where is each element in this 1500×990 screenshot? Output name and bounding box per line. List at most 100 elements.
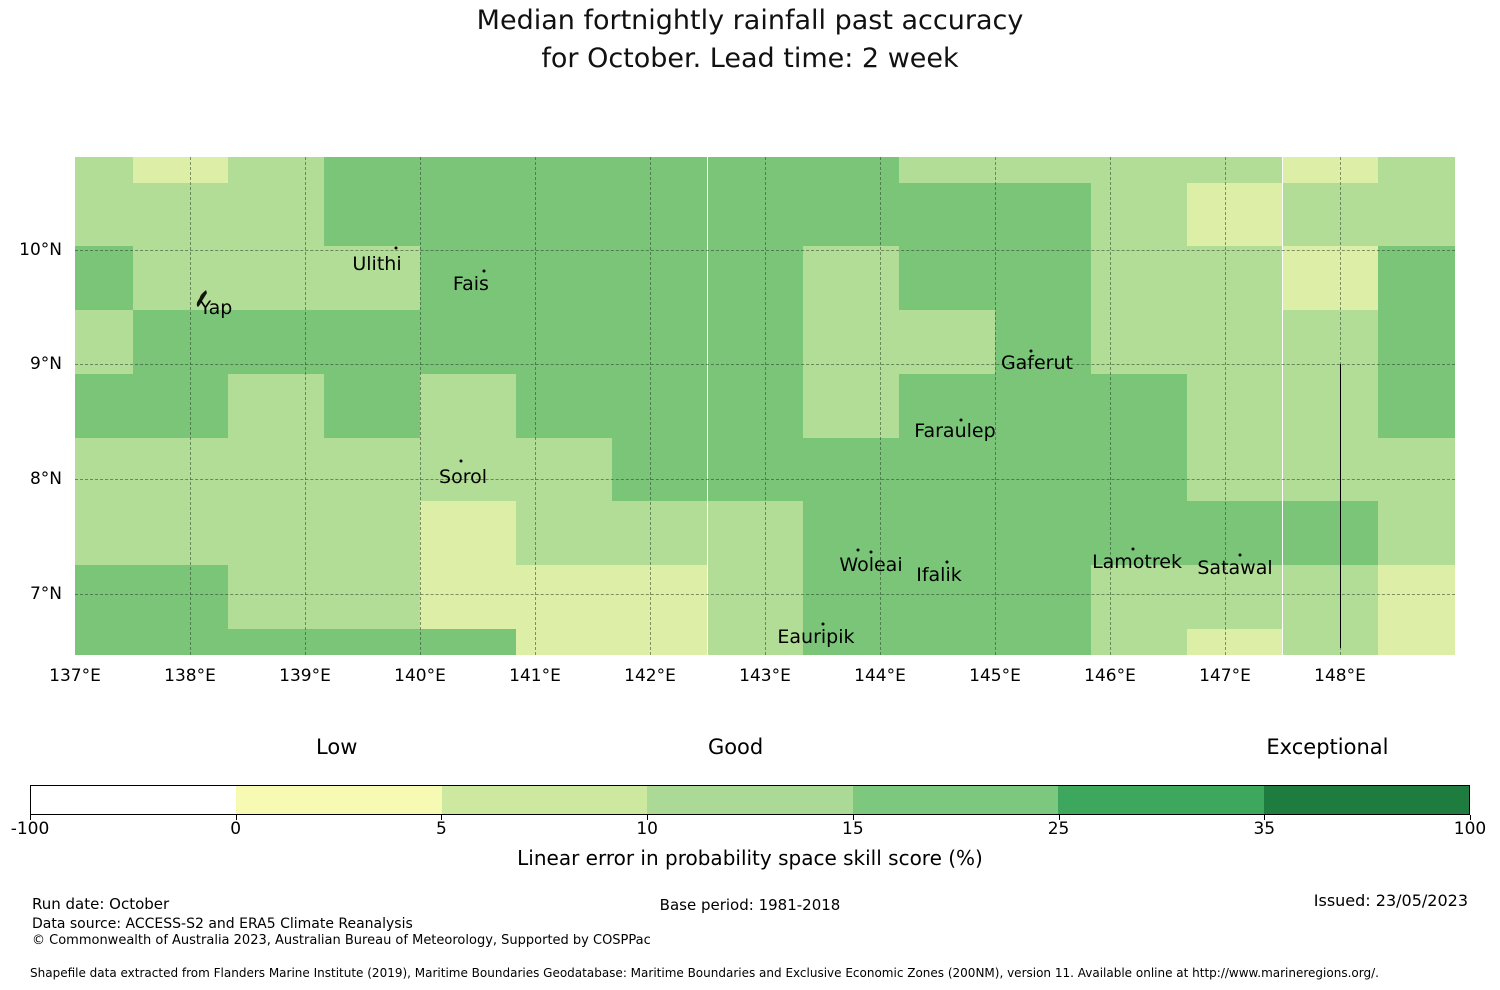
colorbar-tick-label: 5	[436, 819, 447, 839]
grid-cell	[324, 437, 420, 502]
grid-cell	[803, 629, 900, 655]
colorbar-tick-label: 0	[230, 819, 242, 839]
grid-cell	[420, 246, 516, 311]
colorbar	[30, 785, 1470, 815]
grid-cell	[132, 629, 229, 655]
yap-island-shape	[194, 289, 210, 313]
grid-cell	[324, 157, 420, 183]
grid-cell	[803, 373, 900, 438]
grid-cell	[995, 565, 1091, 630]
grid-cell	[1282, 629, 1379, 655]
grid-cell	[515, 182, 612, 247]
island-label: Ulithi	[352, 253, 402, 276]
island-dot	[459, 459, 463, 463]
colorbar-tier-label: Exceptional	[1266, 735, 1389, 759]
grid-cell	[228, 629, 325, 655]
grid-cell	[420, 629, 516, 655]
island-dot	[1131, 547, 1135, 551]
grid-cell	[707, 437, 804, 502]
x-axis-tick-label: 137°E	[49, 666, 101, 686]
grid-cell	[132, 373, 229, 438]
grid-cell	[707, 310, 804, 374]
grid-cell	[75, 373, 133, 438]
footer-base-period: Base period: 1981-2018	[659, 896, 841, 914]
grid-cell	[1090, 182, 1187, 247]
colorbar-segment	[31, 786, 237, 814]
chart-title-line2: for October. Lead time: 2 week	[541, 43, 959, 74]
colorbar-tick-label: 35	[1253, 819, 1276, 839]
grid-cell	[995, 629, 1091, 655]
grid-cell	[420, 310, 516, 374]
grid-cell	[1186, 437, 1283, 502]
island-dot	[1029, 349, 1033, 353]
footer-issued: Issued: 23/05/2023	[1313, 891, 1468, 910]
grid-cell	[420, 373, 516, 438]
grid-cell	[324, 629, 420, 655]
chart-title: Median fortnightly rainfall past accurac…	[0, 2, 1500, 78]
island-dot	[394, 246, 398, 250]
island-label: Yap	[199, 297, 233, 320]
colorbar-tick-label: 15	[842, 819, 864, 839]
longitude-gridline	[190, 157, 191, 655]
footer-shapefile-note: Shapefile data extracted from Flanders M…	[30, 966, 1379, 980]
island-dot	[821, 622, 824, 626]
x-axis-tick-label: 143°E	[739, 666, 791, 686]
grid-cell	[899, 373, 995, 438]
colorbar-tick-mark	[441, 815, 443, 820]
grid-cell	[1186, 246, 1283, 311]
grid-cell	[1090, 246, 1187, 311]
grid-cell	[324, 310, 420, 374]
island-label: Eauripik	[777, 625, 855, 648]
grid-cell	[995, 310, 1091, 374]
x-axis-tick-label: 148°E	[1314, 666, 1366, 686]
grid-cell	[75, 437, 133, 502]
x-axis-tick-label: 142°E	[624, 666, 676, 686]
grid-cell	[1090, 310, 1187, 374]
colorbar-tick-mark	[1264, 815, 1266, 820]
grid-cell	[1282, 501, 1379, 566]
island-label: Woleai	[839, 553, 903, 576]
grid-cell	[324, 373, 420, 438]
colorbar-segment	[236, 786, 442, 814]
grid-cell	[515, 629, 612, 655]
grid-cell	[75, 246, 133, 311]
colorbar-segment	[852, 786, 1059, 814]
colorbar-tick-mark	[30, 815, 31, 820]
colorbar-segment	[1058, 786, 1264, 814]
grid-cell	[324, 182, 420, 247]
grid-cell	[228, 157, 325, 183]
grid-cell	[611, 437, 708, 502]
grid-cell	[1378, 437, 1455, 502]
colorbar-tick-mark	[1470, 815, 1471, 820]
island-label: Lamotrek	[1092, 550, 1182, 573]
grid-cell	[1378, 157, 1455, 183]
grid-cell	[1378, 373, 1455, 438]
grid-cell	[1282, 182, 1379, 247]
grid-cell	[1186, 629, 1283, 655]
grid-cell	[75, 629, 133, 655]
colorbar-tick-label: 10	[636, 819, 658, 839]
grid-cell	[611, 629, 708, 655]
grid-cell	[1186, 310, 1283, 374]
grid-cell	[132, 157, 229, 183]
colorbar-tick-label: -100	[10, 819, 50, 839]
grid-cell	[1090, 373, 1187, 438]
grid-cell	[228, 182, 325, 247]
grid-cell	[228, 373, 325, 438]
grid-cell	[324, 501, 420, 566]
grid-cell	[515, 310, 612, 374]
footer-data-source: Data source: ACCESS-S2 and ERA5 Climate …	[32, 916, 413, 932]
island-dot	[959, 418, 962, 421]
colorbar-tick-mark	[647, 815, 649, 820]
island-dot	[869, 550, 873, 554]
grid-cell	[420, 501, 516, 566]
map-heatmap: Yap Ulithi Fais Sorol Gaferut Faraulep Woleai I…	[75, 157, 1455, 655]
grid-cell	[707, 501, 804, 566]
grid-cell	[803, 182, 900, 247]
longitude-gridline	[880, 157, 881, 655]
grid-cell	[515, 565, 612, 630]
y-axis-tick-label: 9°N	[29, 354, 62, 375]
colorbar-segment	[647, 786, 853, 814]
grid-cell	[420, 437, 516, 502]
grid-cell	[75, 182, 133, 247]
